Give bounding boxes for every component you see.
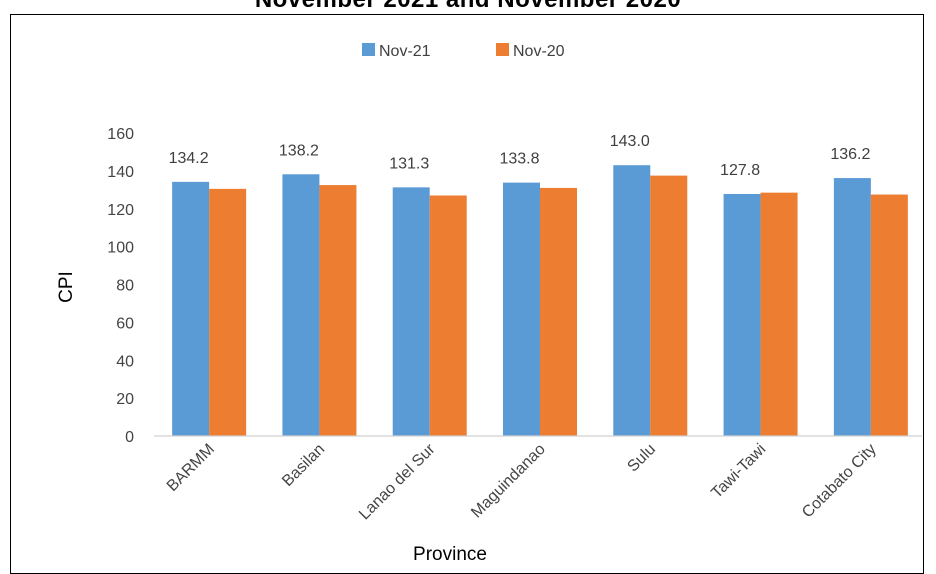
bar-nov-20 <box>870 194 908 436</box>
x-tick-label: Basilan <box>279 441 328 490</box>
legend-label: Nov-21 <box>379 43 431 60</box>
y-tick-label: 100 <box>107 240 134 257</box>
legend-swatch <box>362 43 375 56</box>
x-tick-label: Maguindanao <box>468 441 549 522</box>
data-label: 131.3 <box>389 155 429 172</box>
data-label: 136.2 <box>830 146 870 163</box>
y-axis-title: CPI <box>56 271 77 303</box>
x-tick-label: Sulu <box>624 441 659 476</box>
y-tick-label: 80 <box>116 278 134 295</box>
x-tick-label: Tawi-Tawi <box>708 441 769 502</box>
data-label: 138.2 <box>279 142 319 159</box>
bar-nov-21 <box>833 178 871 437</box>
bar-nov-21 <box>723 193 761 436</box>
bars: 134.2 138.2 131.3 133.8 143.0 127.8 136.2 <box>169 133 908 437</box>
x-axis-title: Province <box>413 544 487 564</box>
y-tick-label: 0 <box>125 429 134 446</box>
data-label: 127.8 <box>720 162 760 179</box>
x-tick-label: Cotabato City <box>799 441 880 522</box>
bar-nov-20 <box>760 192 798 436</box>
y-tick-label: 20 <box>116 391 134 408</box>
bar-nov-21 <box>172 181 210 436</box>
y-tick-label: 40 <box>116 353 134 370</box>
bar-nov-21 <box>613 165 651 436</box>
data-label: 134.2 <box>169 150 209 167</box>
legend: Nov-21 Nov-20 <box>362 43 565 60</box>
data-label: 133.8 <box>499 151 539 168</box>
x-tick-label: BARMM <box>164 441 218 495</box>
data-label: 143.0 <box>610 133 650 150</box>
legend-swatch <box>496 43 509 56</box>
bar-nov-21 <box>392 187 430 436</box>
bar-nov-20 <box>319 185 357 436</box>
bar-nov-20 <box>209 188 247 436</box>
bar-nov-20 <box>650 175 688 436</box>
y-tick-label: 160 <box>107 126 134 143</box>
y-axis: 0 20 40 60 80 100 120 140 160 <box>107 126 134 446</box>
bar-nov-20 <box>429 195 467 436</box>
chart-title: November 2021 and November 2020 <box>0 0 936 14</box>
bar-nov-20 <box>540 187 577 436</box>
bar-nov-21 <box>282 174 320 436</box>
y-tick-label: 60 <box>116 315 134 332</box>
y-tick-label: 120 <box>107 202 134 219</box>
y-tick-label: 140 <box>107 164 134 181</box>
x-axis: BARMM Basilan Lanao del Sur Maguindanao Sulu… <box>154 435 922 523</box>
legend-label: Nov-20 <box>513 43 565 60</box>
x-tick-label: Lanao del Sur <box>356 440 439 523</box>
bar-nov-21 <box>503 182 540 436</box>
